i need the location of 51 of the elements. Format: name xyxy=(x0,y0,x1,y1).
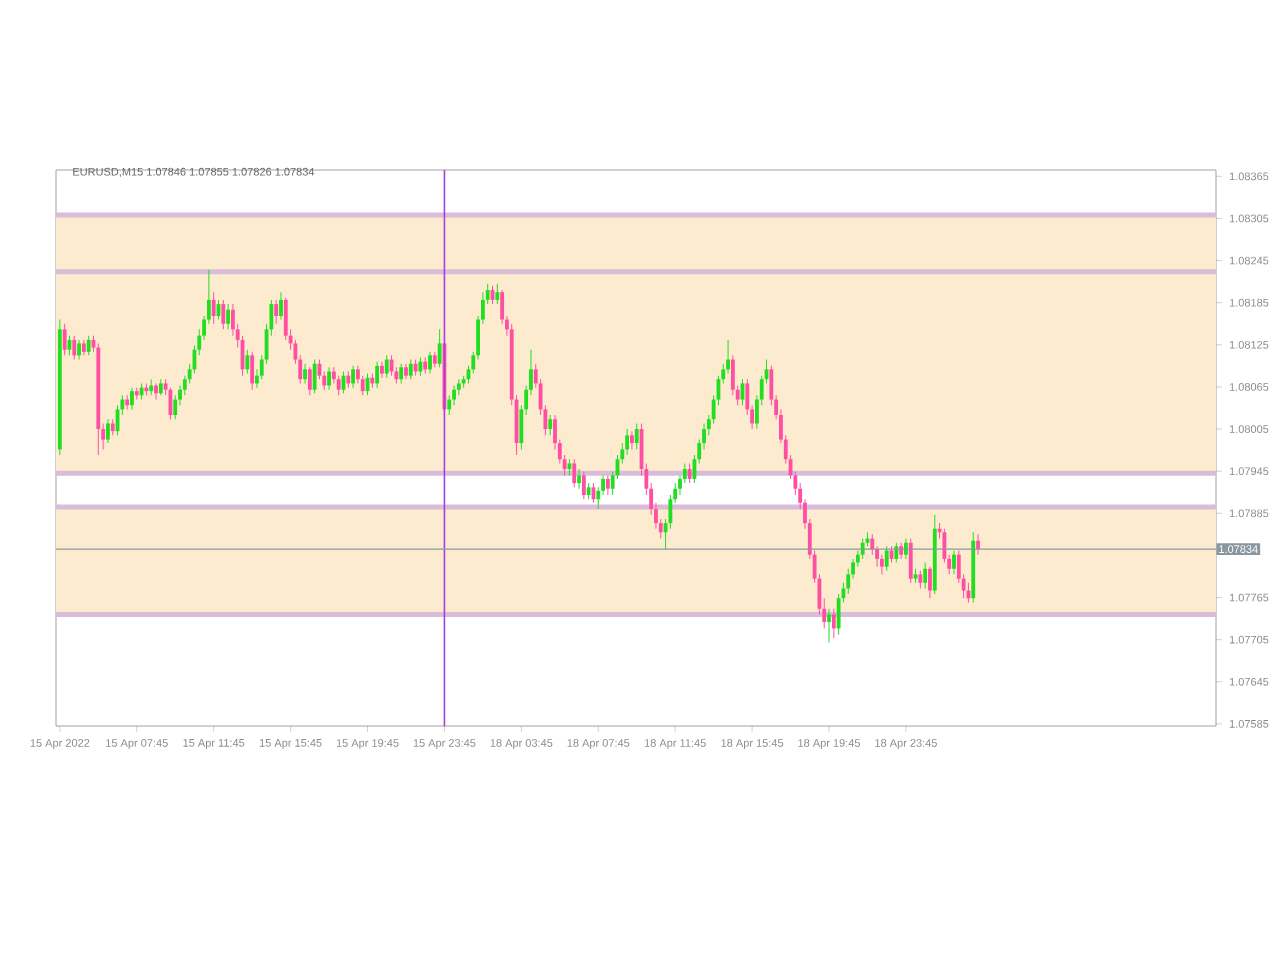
candlestick xyxy=(336,375,341,396)
candlestick xyxy=(62,323,67,356)
candlestick xyxy=(879,554,884,575)
candlestick xyxy=(77,339,81,361)
candlestick xyxy=(625,428,630,456)
candlestick xyxy=(629,430,634,450)
candlestick xyxy=(168,387,173,420)
candlestick xyxy=(303,363,307,384)
candlestick xyxy=(380,361,384,379)
candlestick xyxy=(923,561,928,589)
candlestick xyxy=(428,351,432,375)
candlestick xyxy=(351,365,356,389)
candlestick xyxy=(447,394,452,416)
candlestick xyxy=(279,291,283,321)
candlestick xyxy=(154,382,158,401)
candlestick xyxy=(106,418,110,444)
candlestick xyxy=(827,608,831,643)
candlestick xyxy=(418,356,423,377)
candlestick xyxy=(726,339,730,375)
candlestick xyxy=(327,366,331,391)
candlestick xyxy=(307,366,312,396)
candlestick xyxy=(687,462,692,484)
candlestick xyxy=(437,328,442,368)
candlestick xyxy=(634,422,639,450)
candlestick xyxy=(211,291,216,325)
candlestick xyxy=(312,359,317,394)
candlestick xyxy=(548,414,553,436)
candlestick xyxy=(605,474,610,496)
candlestick xyxy=(495,283,500,305)
candlestick xyxy=(577,468,581,490)
candlestick xyxy=(384,354,389,379)
candlestick xyxy=(581,471,586,500)
candlestick xyxy=(274,299,279,325)
candlestick xyxy=(226,303,231,330)
candlestick xyxy=(250,351,255,391)
candlestick xyxy=(572,458,577,488)
candlestick xyxy=(173,394,178,420)
candlestick xyxy=(130,387,134,410)
candlestick xyxy=(908,538,913,584)
candlestick xyxy=(221,299,226,330)
candlestick xyxy=(72,335,77,361)
candlestick xyxy=(884,545,889,572)
candlestick xyxy=(928,566,932,599)
candlestick xyxy=(831,608,836,639)
candlestick xyxy=(125,394,130,410)
candlestick xyxy=(375,361,380,389)
candlestick xyxy=(952,550,956,575)
candlestick xyxy=(245,349,250,375)
candlestick xyxy=(86,335,91,356)
candlestick xyxy=(399,363,404,384)
candlestick xyxy=(408,359,413,380)
